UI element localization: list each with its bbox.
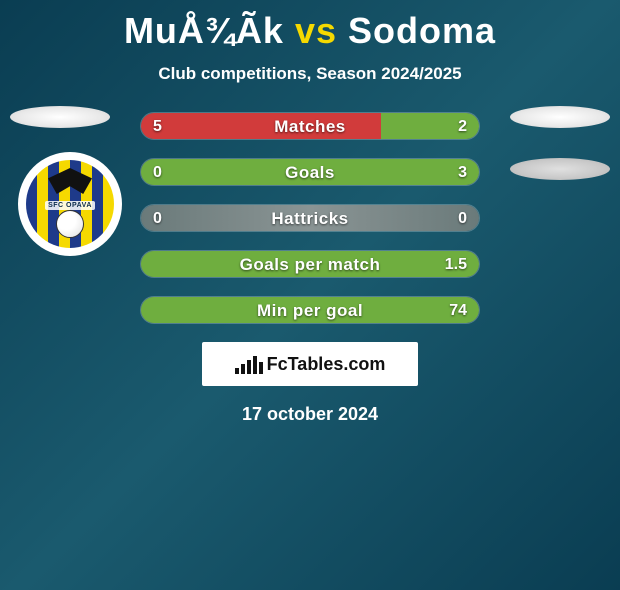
- badge-ball-icon: [56, 210, 84, 238]
- stat-value-right: 0: [458, 205, 467, 232]
- stat-value-right: 2: [458, 113, 467, 140]
- subtitle: Club competitions, Season 2024/2025: [0, 64, 620, 84]
- player2-photo-placeholder-2: [510, 158, 610, 180]
- player1-name: MuÅ¾Ãk: [124, 10, 284, 51]
- logo-bar: [235, 368, 239, 374]
- logo-bar: [253, 356, 257, 374]
- club-badge-inner: SFC OPAVA: [26, 160, 114, 248]
- stat-rows: Matches52Goals03Hattricks00Goals per mat…: [140, 112, 480, 324]
- date-label: 17 october 2024: [0, 404, 620, 425]
- bar-chart-icon: [235, 354, 263, 374]
- player1-photo-placeholder: [10, 106, 110, 128]
- player2-name: Sodoma: [348, 10, 496, 51]
- logo-bar: [247, 360, 251, 374]
- stat-label: Matches: [141, 113, 479, 140]
- stat-row: Hattricks0 0: [140, 204, 480, 232]
- stats-area: SFC OPAVA Matches52Goals03Hattricks00Goa…: [0, 112, 620, 324]
- stat-value-left: 0: [153, 205, 162, 232]
- page-title: MuÅ¾Ãk vs Sodoma: [0, 10, 620, 52]
- stat-value-left: 0: [153, 159, 162, 186]
- stat-row: Goals per match1.5: [140, 250, 480, 278]
- stat-label: Min per goal: [141, 297, 479, 324]
- stat-label: Goals per match: [141, 251, 479, 278]
- badge-eagle-icon: [48, 168, 92, 194]
- badge-text: SFC OPAVA: [45, 201, 95, 210]
- stat-row: Goals0 3: [140, 158, 480, 186]
- stat-value-left: 5: [153, 113, 162, 140]
- stat-value-right: 1.5: [445, 251, 467, 278]
- stat-value-right: 3: [458, 159, 467, 186]
- logo-bar: [241, 364, 245, 374]
- logo-bar: [259, 362, 263, 374]
- stat-row: Matches5 2: [140, 112, 480, 140]
- club-badge: SFC OPAVA: [18, 152, 122, 256]
- stat-row: Min per goal74: [140, 296, 480, 324]
- logo: FcTables.com: [235, 354, 386, 375]
- stat-label: Hattricks: [141, 205, 479, 232]
- logo-label: FcTables.com: [267, 354, 386, 375]
- vs-text: vs: [295, 10, 337, 51]
- logo-box[interactable]: FcTables.com: [202, 342, 418, 386]
- player2-photo-placeholder: [510, 106, 610, 128]
- stat-value-right: 74: [449, 297, 467, 324]
- stat-label: Goals: [141, 159, 479, 186]
